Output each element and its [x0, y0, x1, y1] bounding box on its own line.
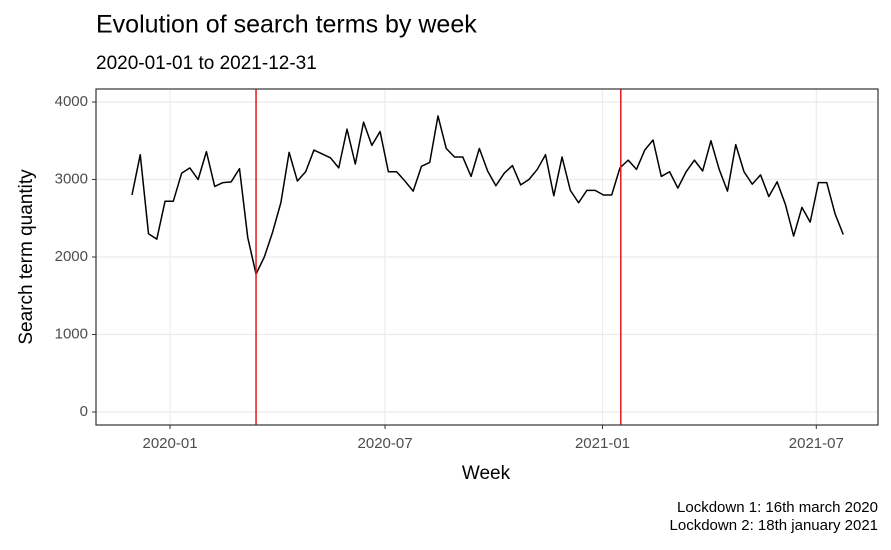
plot-border	[95, 88, 879, 426]
series-line	[131, 115, 844, 275]
caption: Lockdown 1: 16th march 2020	[677, 499, 878, 516]
y-tick-label: 3000	[55, 170, 88, 187]
x-tick-label: 2020-01	[142, 435, 197, 452]
chart-subtitle: 2020-01-01 to 2021-12-31	[96, 53, 317, 74]
chart-title: Evolution of search terms by week	[96, 11, 477, 39]
y-axis-title: Search term quantity	[16, 169, 37, 345]
x-tick-label: 2021-01	[575, 435, 630, 452]
caption: Lockdown 2: 18th january 2021	[670, 517, 878, 534]
y-tick-label: 1000	[55, 325, 88, 342]
y-tick-label: 0	[80, 403, 88, 420]
x-tick-label: 2021-07	[789, 435, 844, 452]
y-tick-label: 2000	[55, 248, 88, 265]
y-tick-label: 4000	[55, 93, 88, 110]
x-tick-label: 2020-07	[358, 435, 413, 452]
x-axis-title: Week	[462, 463, 511, 484]
